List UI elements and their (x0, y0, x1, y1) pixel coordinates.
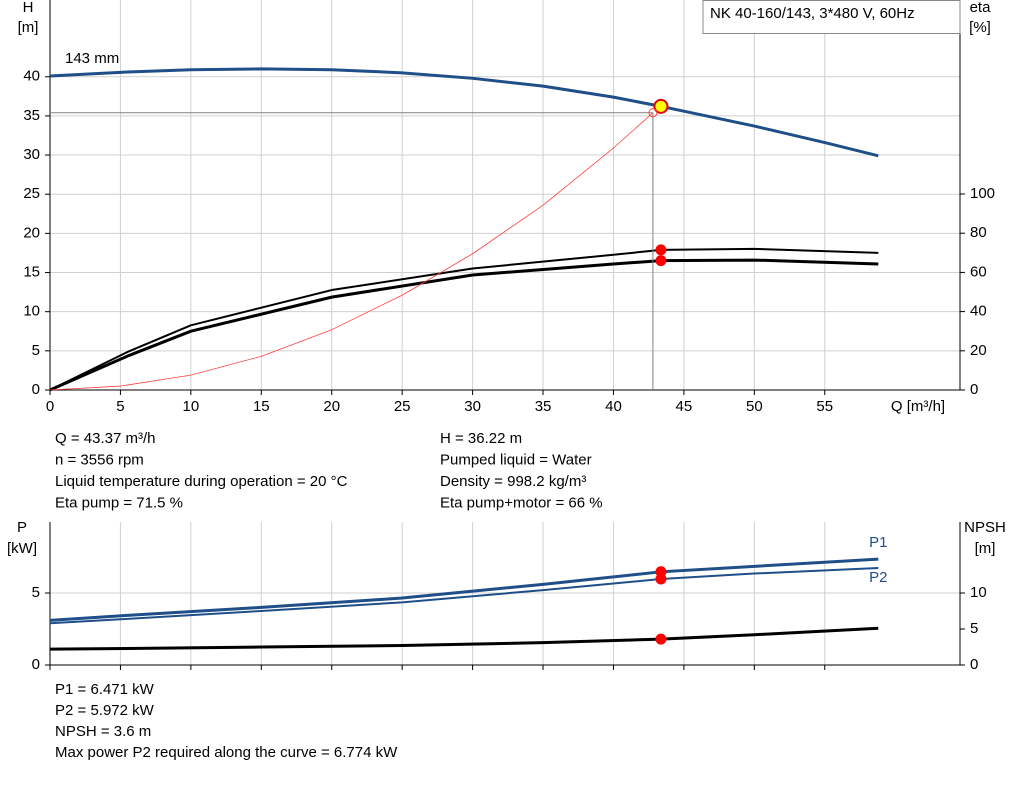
info-text: Eta pump+motor = 66 % (440, 494, 603, 511)
x-tick-label: 25 (394, 398, 411, 415)
duty-point (653, 98, 669, 114)
y-axis-label: [m] (18, 19, 39, 36)
y-tick-label: 5 (32, 342, 40, 359)
y2-axis-label: NPSH (964, 519, 1006, 536)
y2-tick-label: 10 (970, 584, 987, 601)
info-text: H = 36.22 m (440, 430, 522, 447)
y-tick-label: 10 (23, 303, 40, 320)
info-text: Density = 998.2 kg/m³ (440, 473, 586, 490)
y2-tick-label: 0 (970, 656, 978, 673)
y-tick-label: 25 (23, 185, 40, 202)
x-tick-label: 40 (605, 398, 622, 415)
x-tick-label: 55 (816, 398, 833, 415)
curve (49, 258, 879, 392)
x-tick-label: 0 (46, 398, 54, 415)
y2-tick-label: 60 (970, 263, 987, 280)
y-axis-label: [kW] (7, 540, 37, 557)
duty-point (655, 573, 667, 585)
info-text: Liquid temperature during operation = 20… (55, 473, 348, 490)
chart-title: NK 40-160/143, 3*480 V, 60Hz (710, 5, 915, 22)
y-axis-label: P (17, 519, 27, 536)
info-text: P2 = 5.972 kW (55, 702, 155, 719)
curve (49, 557, 879, 622)
y2-axis-label: [%] (969, 19, 991, 36)
curve (49, 67, 879, 158)
info-text: P1 = 6.471 kW (55, 681, 155, 698)
y2-tick-label: 0 (970, 381, 978, 398)
y-tick-label: 20 (23, 224, 40, 241)
x-tick-label: 50 (746, 398, 763, 415)
y2-tick-label: 100 (970, 185, 995, 202)
duty-point (655, 244, 667, 256)
series-label: P1 (869, 534, 887, 551)
y-tick-label: 30 (23, 146, 40, 163)
y2-axis-label: [m] (975, 540, 996, 557)
y2-tick-label: 5 (970, 620, 978, 637)
curve (49, 247, 879, 391)
series-label: 143 mm (65, 50, 119, 67)
duty-point (655, 633, 667, 645)
info-text: Eta pump = 71.5 % (55, 494, 183, 511)
info-text: Max power P2 required along the curve = … (55, 744, 398, 761)
x-tick-label: 15 (253, 398, 270, 415)
x-axis-label: Q [m³/h] (891, 398, 945, 415)
x-tick-label: 5 (116, 398, 124, 415)
info-text: Pumped liquid = Water (440, 451, 592, 468)
y-tick-label: 40 (23, 68, 40, 85)
duty-point (655, 255, 667, 267)
x-tick-label: 10 (183, 398, 200, 415)
y2-tick-label: 40 (970, 303, 987, 320)
x-tick-label: 20 (323, 398, 340, 415)
y-tick-label: 0 (32, 656, 40, 673)
info-text: Q = 43.37 m³/h (55, 430, 155, 447)
y-tick-label: 35 (23, 107, 40, 124)
x-tick-label: 30 (464, 398, 481, 415)
y2-tick-label: 80 (970, 224, 987, 241)
y-axis-label: H (23, 0, 34, 16)
curve (49, 626, 879, 651)
y-tick-label: 5 (32, 584, 40, 601)
y2-axis-label: eta (970, 0, 992, 16)
y-tick-label: 0 (32, 381, 40, 398)
info-text: NPSH = 3.6 m (55, 723, 151, 740)
end-point (648, 108, 658, 118)
x-tick-label: 35 (535, 398, 552, 415)
info-text: n = 3556 rpm (55, 451, 144, 468)
y-tick-label: 15 (23, 263, 40, 280)
y2-tick-label: 20 (970, 342, 987, 359)
curve (49, 112, 654, 391)
curve (49, 566, 879, 625)
title-box (702, 0, 961, 34)
x-tick-label: 45 (676, 398, 693, 415)
series-label: P2 (869, 569, 887, 586)
